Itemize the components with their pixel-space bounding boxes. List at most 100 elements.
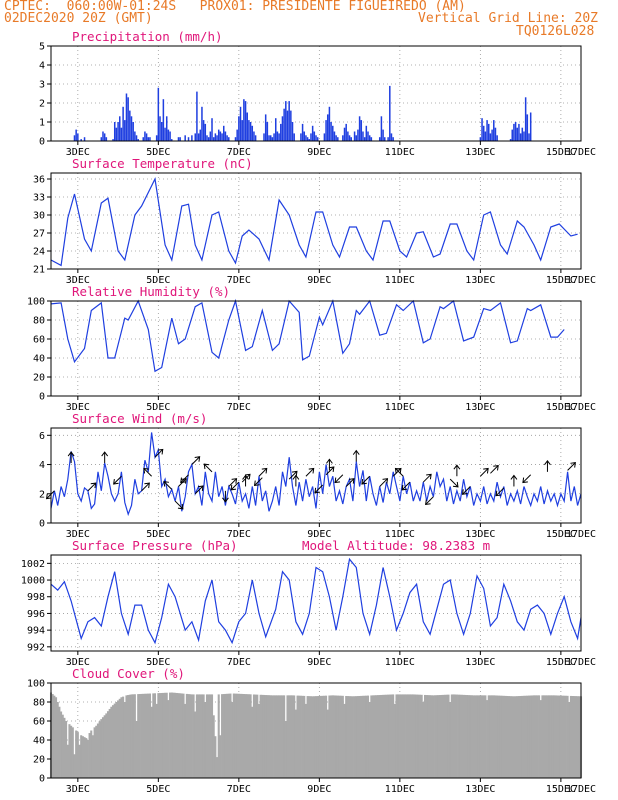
cloud-bar	[234, 693, 237, 778]
pres-ytick-label: 1000	[21, 576, 45, 587]
pres-ytick-label: 992	[27, 642, 45, 653]
header-grid-note: Vertical Grid Line: 20Z	[418, 11, 599, 26]
wind-xtick-label: 9DEC	[307, 529, 331, 540]
wind-vector	[325, 466, 335, 476]
cloud-bar	[165, 692, 168, 778]
precip-bar	[144, 131, 146, 141]
cloud-bar	[202, 694, 205, 778]
precip-bar	[119, 116, 121, 141]
wind-xtick-label: 3DEC	[66, 529, 90, 540]
cloud-bar	[449, 702, 452, 778]
wind-vector-head	[253, 480, 260, 487]
precip-bar	[350, 137, 352, 141]
precip-bar	[523, 131, 525, 141]
precip-bar	[389, 85, 391, 141]
cloud-bar	[200, 694, 203, 778]
header-model-id: TQ0126L028	[516, 24, 595, 39]
precip-bar	[274, 118, 277, 141]
cloud-bar	[481, 695, 484, 778]
wind-xtick-label: 17DEC	[566, 529, 596, 540]
precip-bar	[493, 120, 495, 141]
precip-xtick-label: 5DEC	[146, 147, 170, 158]
cloud-bar	[182, 693, 185, 778]
cloud-xtick-label: 17DEC	[566, 784, 596, 795]
wind-vector-head	[157, 448, 164, 455]
rh-ytick-label: 80	[33, 316, 45, 327]
cloud-bar	[122, 696, 125, 778]
cloud-bar	[266, 695, 269, 778]
precip-bar	[521, 127, 524, 141]
wind-vector-head	[67, 451, 75, 457]
cloud-bar	[417, 694, 420, 778]
wind-vector	[194, 485, 204, 495]
cloud-bar	[420, 694, 423, 778]
precip-bar	[311, 125, 314, 141]
wind-vector	[174, 500, 184, 510]
cloud-bar	[393, 703, 396, 778]
cloud-bar	[221, 694, 224, 778]
cloud-bar	[262, 694, 266, 778]
cloud-bar	[340, 695, 343, 778]
cloud-frame	[50, 682, 582, 779]
precip-bar	[281, 116, 284, 141]
cloud-bar	[167, 700, 170, 778]
cloud-xtick-label: 9DEC	[307, 784, 331, 795]
cloud-bar	[524, 695, 527, 778]
cloud-bar	[516, 696, 519, 778]
cloud-bar	[355, 696, 358, 778]
wind-vector-head	[401, 484, 408, 491]
cloud-bar	[98, 721, 101, 778]
cloud-bar	[494, 695, 497, 778]
wind-vector-head	[308, 467, 315, 474]
wind-vector-head	[181, 478, 187, 484]
precip-bar	[380, 116, 383, 141]
cloud-bar	[271, 695, 274, 778]
wind-xtick-label: 13DEC	[465, 529, 495, 540]
precip-bar	[160, 122, 163, 141]
cloud-bar	[251, 706, 254, 778]
precip-ytick-label: 3	[39, 80, 45, 91]
cloud-bar	[58, 706, 61, 778]
precip-bar	[234, 137, 237, 141]
wind-vector	[334, 474, 344, 483]
cloud-bar	[180, 693, 183, 778]
rh-ytick-label: 40	[33, 354, 45, 365]
cloud-bar	[410, 694, 413, 778]
cloud-bar	[135, 721, 138, 778]
cloud-bar	[81, 736, 84, 778]
cloud-bar	[333, 695, 336, 778]
precip-bar	[367, 131, 369, 141]
cloud-bar	[360, 695, 363, 778]
precip-ytick-label: 5	[39, 42, 45, 53]
wind-vector-head	[328, 466, 335, 473]
cloud-bar	[137, 694, 140, 778]
cloud-bar	[432, 695, 435, 778]
cloud-bar	[261, 694, 264, 778]
precip-bar	[486, 120, 488, 141]
cloud-bar	[491, 695, 494, 778]
rh-xtick-label: 3DEC	[66, 402, 90, 413]
pres-line	[50, 557, 582, 645]
cloud-bar	[512, 696, 515, 778]
precip-bar	[202, 120, 205, 141]
cloud-bar	[361, 695, 365, 778]
wind-vector-head	[483, 467, 489, 474]
precip-bar	[191, 135, 193, 141]
cloud-bar	[54, 697, 58, 778]
precip-bar	[248, 120, 250, 141]
pres-xtick-label: 13DEC	[465, 657, 495, 668]
wind-vector	[230, 481, 240, 491]
cloud-bar	[377, 695, 380, 778]
precip-bar	[155, 135, 158, 141]
precip-bar	[184, 135, 186, 141]
cloud-bar	[115, 702, 118, 778]
cloud-bar	[415, 694, 418, 778]
cloud-bar	[90, 730, 93, 778]
cloud-bar	[408, 694, 411, 778]
cloud-xtick-label: 7DEC	[227, 784, 251, 795]
cloud-bar	[422, 702, 425, 778]
cloud-bar	[353, 696, 356, 778]
cloud-bar	[100, 719, 103, 778]
wind-vector-head	[101, 451, 109, 457]
precip-xtick-label: 13DEC	[465, 147, 495, 158]
